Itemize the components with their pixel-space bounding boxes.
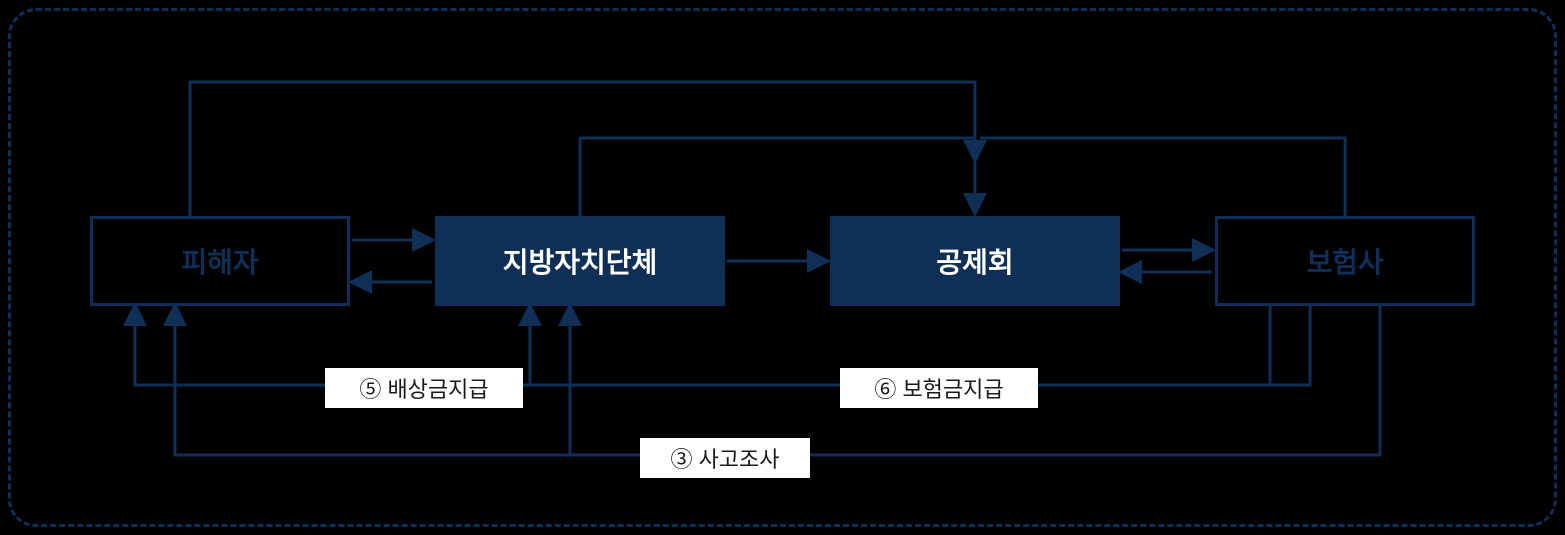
edge-label-text: ⑥ 보험금지급	[874, 372, 1003, 404]
node-label: 보험사	[1306, 241, 1383, 281]
node-gov: 지방자치단체	[435, 216, 725, 306]
edge-label-bot-5-insurer-to-victim: ⑤ 배상금지급	[325, 368, 523, 408]
edge-label-text: ⑤ 배상금지급	[359, 372, 488, 404]
diagram-viewport: 피해자 지방자치단체 공제회 보험사 ⑤ 배상금지급 ⑥ 보험금지급 ③ 사고조사	[0, 0, 1565, 535]
node-victim: 피해자	[90, 216, 350, 306]
edge-label-bot-6-insurer-to-gov: ⑥ 보험금지급	[840, 368, 1038, 408]
node-label: 공제회	[936, 241, 1013, 281]
node-label: 피해자	[181, 241, 258, 281]
node-insurer: 보험사	[1215, 216, 1475, 306]
node-label: 지방자치단체	[503, 241, 658, 281]
edge-label-bot-3-insurer-to-victim2: ③ 사고조사	[640, 438, 810, 478]
node-mutual: 공제회	[830, 216, 1120, 306]
edge-label-text: ③ 사고조사	[670, 442, 779, 474]
